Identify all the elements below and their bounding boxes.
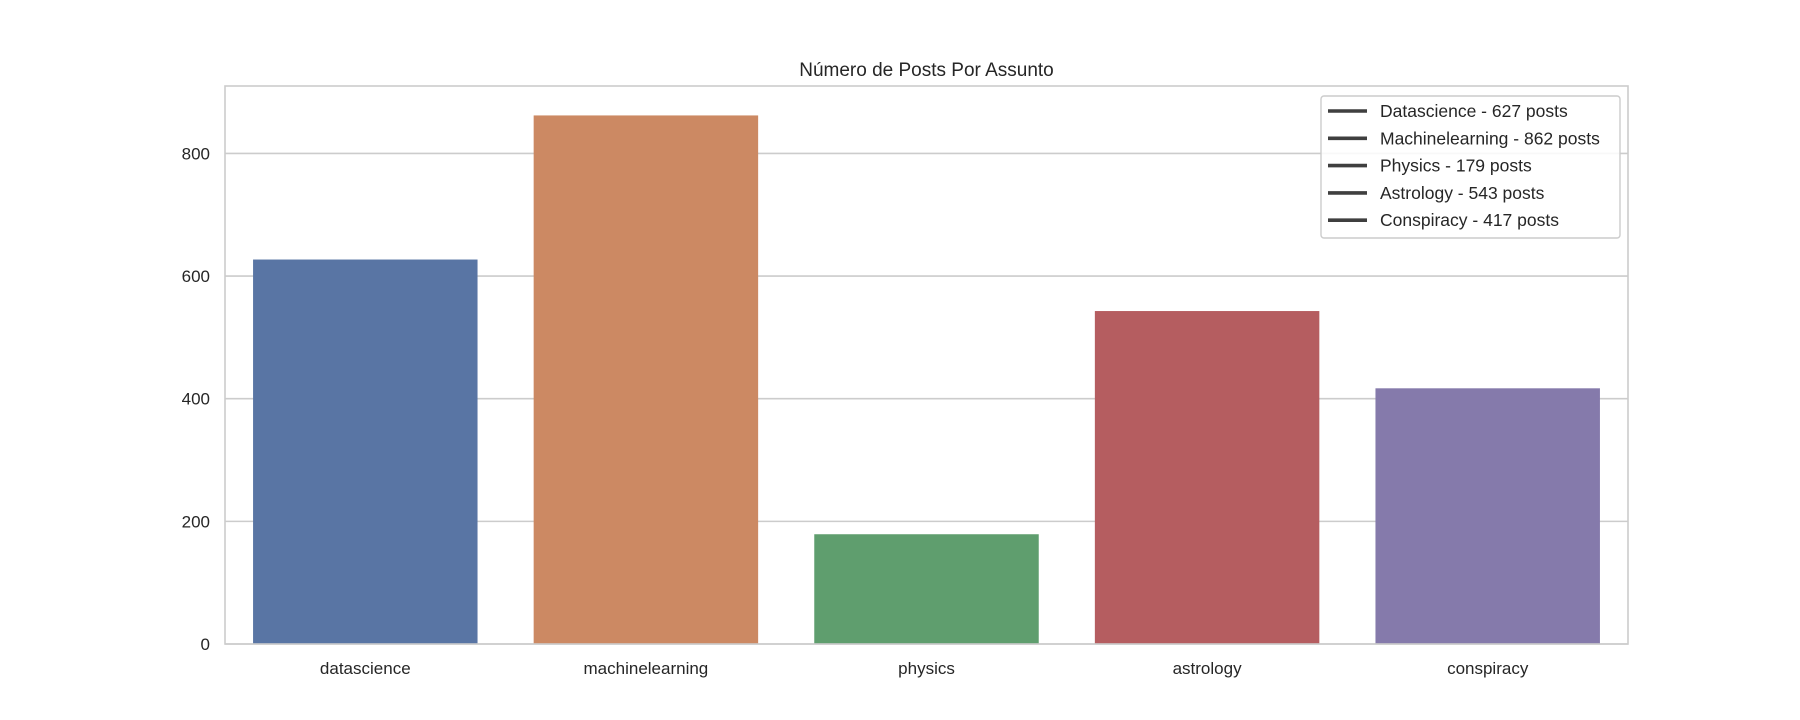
y-axis-ticks: 0 200 400 600 800: [182, 144, 210, 654]
bars: [253, 115, 1600, 644]
x-tick-label-conspiracy: conspiracy: [1447, 659, 1529, 678]
x-tick-label-physics: physics: [898, 659, 955, 678]
y-tick-label: 0: [201, 635, 210, 654]
y-tick-label: 600: [182, 267, 210, 286]
y-tick-label: 800: [182, 144, 210, 163]
bar-physics: [814, 534, 1039, 644]
x-axis-ticks: datascience machinelearning physics astrolo…: [320, 659, 1529, 678]
bar-machinelearning: [533, 115, 759, 644]
bar-astrology: [1094, 311, 1320, 644]
x-tick-label-machinelearning: machinelearning: [584, 659, 709, 678]
y-tick-label: 200: [182, 512, 210, 531]
plot-frame: [224, 85, 1629, 645]
legend-entry: Physics - 179 posts: [1380, 156, 1532, 176]
x-tick-label-astrology: astrology: [1173, 659, 1242, 678]
legend-entry: Machinelearning - 862 posts: [1380, 128, 1600, 148]
legend-entry: Astrology - 543 posts: [1380, 183, 1545, 203]
legend-box: [1320, 95, 1621, 239]
chart-title: Número de Posts Por Assunto: [799, 60, 1054, 81]
x-tick-label-datascience: datascience: [320, 659, 411, 678]
y-tick-label: 400: [182, 390, 210, 409]
legend-entry: Conspiracy - 417 posts: [1380, 210, 1559, 230]
legend-entry: Datascience - 627 posts: [1380, 101, 1568, 121]
bar-conspiracy: [1375, 388, 1600, 644]
legend: Datascience - 627 posts Machinelearning -…: [1320, 95, 1621, 239]
bar-datascience: [253, 259, 478, 644]
